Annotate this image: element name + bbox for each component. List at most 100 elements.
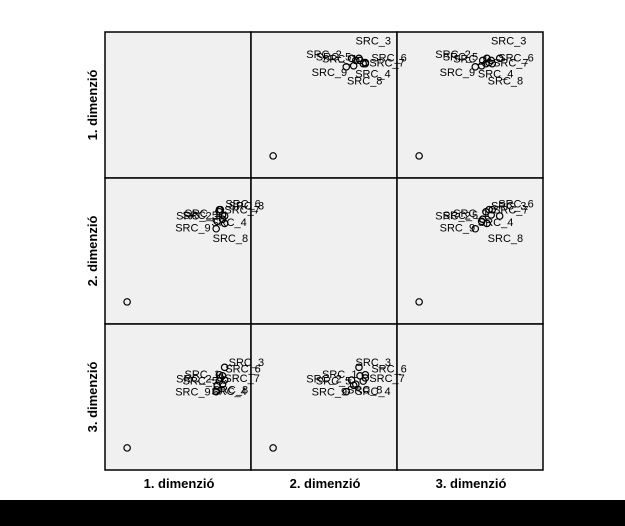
point-label-src_5-r1c3: SRC_5: [443, 51, 478, 63]
point-src_7-r3c2: [361, 374, 370, 382]
point-src_3-r3c1: [220, 376, 229, 384]
point-src_8-r2c3: [495, 212, 504, 220]
point-src_8-r3c2: [355, 363, 363, 372]
point-src_8-r1c3: [495, 54, 504, 63]
point-origin-r2c1: [123, 298, 131, 306]
point-src_2-r2c3: [471, 224, 480, 233]
point-label-src_7-r1c2: SRC_7: [369, 58, 404, 70]
point-src_9-r2c3: [477, 217, 486, 226]
point-label-src_5-r3c1: SRC_5: [183, 375, 218, 387]
point-label-src_3-r3c2: SRC_3: [356, 357, 391, 369]
point-label-src_8-r2c3: SRC_8: [488, 233, 523, 245]
panel-r1-c1: [104, 31, 252, 179]
col-title-2: 2. dimenzió: [290, 476, 361, 491]
point-label-src_1-r3c1: SRC_1: [185, 369, 220, 381]
point-src_7-r3c1: [216, 374, 225, 382]
point-label-src_4-r1c3: SRC_4: [478, 69, 513, 81]
point-label-src_9-r2c3: SRC_9: [440, 222, 475, 234]
point-label-src_6-r2c3: SRC_6: [498, 199, 533, 211]
point-label-src_9-r1c3: SRC_9: [440, 67, 475, 79]
point-label-src_3-r1c2: SRC_3: [356, 35, 391, 47]
point-src_9-r1c3: [477, 61, 486, 70]
point-label-src_5-r1c2: SRC_5: [316, 51, 351, 63]
point-label-src_2-r1c3: SRC_2: [435, 49, 470, 61]
point-label-src_7-r3c1: SRC_7: [224, 373, 259, 385]
col-title-3: 3. dimenzió: [436, 476, 507, 491]
point-src_9-r1c2: [349, 61, 358, 70]
point-src_5-r3c1: [218, 380, 227, 389]
point-label-src_1-r1c3: SRC_1: [453, 53, 488, 65]
point-origin-r1c2: [269, 152, 277, 160]
point-label-src_6-r3c1: SRC_6: [225, 364, 260, 376]
point-label-src_6-r3c2: SRC_6: [371, 364, 406, 376]
point-label-src_8-r2c1: SRC_8: [213, 233, 248, 245]
point-label-src_8-r3c1: SRC_8: [213, 384, 248, 396]
point-origin-r1c3: [415, 152, 423, 160]
point-label-src_4-r3c1: SRC_4: [211, 386, 246, 398]
row-title-1: 1. dimenzió: [85, 70, 100, 141]
point-src_3-r1c2: [347, 54, 356, 63]
row-title-3: 3. dimenzió: [85, 362, 100, 433]
point-label-src_5-r2c3: SRC_5: [443, 210, 478, 222]
panel-r2-c2: [250, 177, 398, 325]
row-title-2: 2. dimenzió: [85, 216, 100, 287]
point-src_6-r2c3: [488, 205, 497, 214]
point-label-src_8-r1c3: SRC_8: [488, 75, 523, 87]
point-label-src_6-r2c1: SRC_6: [225, 199, 260, 211]
point-src_7-r1c2: [361, 58, 370, 67]
point-src_5-r1c3: [478, 56, 487, 65]
point-src_6-r3c1: [215, 370, 224, 379]
point-src_6-r3c2: [361, 370, 370, 379]
point-src_8-r2c1: [220, 212, 229, 220]
point-label-src_5-r3c2: SRC_5: [316, 375, 351, 387]
point-src_7-r1c3: [485, 58, 493, 67]
point-label-src_6-r1c3: SRC_6: [498, 53, 533, 65]
point-label-src_2-r2c3: SRC_2: [435, 211, 470, 223]
point-origin-r2c3: [415, 298, 423, 306]
point-src_2-r2c1: [212, 224, 220, 233]
point-label-src_2-r2c1: SRC_2: [176, 211, 211, 223]
point-src_9-r3c2: [349, 381, 358, 390]
point-label-src_4-r3c2: SRC_4: [355, 386, 390, 398]
footer-bar: [0, 500, 625, 526]
point-src_9-r3c1: [213, 381, 222, 390]
point-label-src_7-r2c1: SRC_7: [224, 205, 259, 217]
point-label-src_2-r1c2: SRC_2: [306, 49, 341, 61]
point-label-src_9-r1c2: SRC_9: [312, 67, 347, 79]
point-label-src_3-r3c1: SRC_3: [229, 357, 264, 369]
point-label-src_2-r3c1: SRC_2: [176, 374, 211, 386]
point-label-src_9-r3c2: SRC_9: [312, 386, 347, 398]
point-label-src_5-r2c1: SRC_5: [183, 210, 218, 222]
point-src_7-r2c3: [485, 205, 493, 214]
point-label-src_3-r2c3: SRC_3: [491, 200, 526, 212]
point-src_7-r2c1: [216, 205, 225, 214]
point-label-src_4-r2c3: SRC_4: [478, 217, 513, 229]
point-label-src_2-r3c2: SRC_2: [306, 374, 341, 386]
col-title-1: 1. dimenzió: [144, 476, 215, 491]
point-src_3-r1c3: [483, 54, 491, 63]
point-label-src_9-r2c1: SRC_9: [175, 222, 210, 234]
point-label-src_9-r3c1: SRC_9: [175, 386, 210, 398]
point-label-src_3-r2c1: SRC_3: [229, 200, 264, 212]
point-src_9-r2c1: [213, 217, 222, 226]
point-src_1-r1c3: [487, 56, 496, 65]
panel-r3-c3: [396, 323, 544, 471]
point-label-src_1-r1c2: SRC_1: [322, 53, 357, 65]
point-origin-r3c2: [269, 444, 277, 452]
point-label-src_7-r2c3: SRC_7: [493, 205, 528, 217]
point-origin-r3c1: [123, 444, 131, 452]
matrix-panels: [104, 31, 544, 471]
point-label-src_8-r3c2: SRC_8: [347, 384, 382, 396]
point-label-src_3-r1c3: SRC_3: [491, 35, 526, 47]
point-label-src_7-r3c2: SRC_7: [369, 373, 404, 385]
point-src_8-r1c2: [355, 54, 363, 63]
point-label-src_4-r1c2: SRC_4: [355, 69, 390, 81]
point-src_3-r2c1: [220, 219, 229, 228]
point-label-src_8-r1c2: SRC_8: [347, 75, 382, 87]
point-src_1-r3c1: [218, 371, 227, 380]
point-src_8-r3c1: [220, 363, 229, 372]
point-src_6-r1c3: [488, 59, 497, 68]
point-src_2-r3c2: [342, 387, 351, 396]
